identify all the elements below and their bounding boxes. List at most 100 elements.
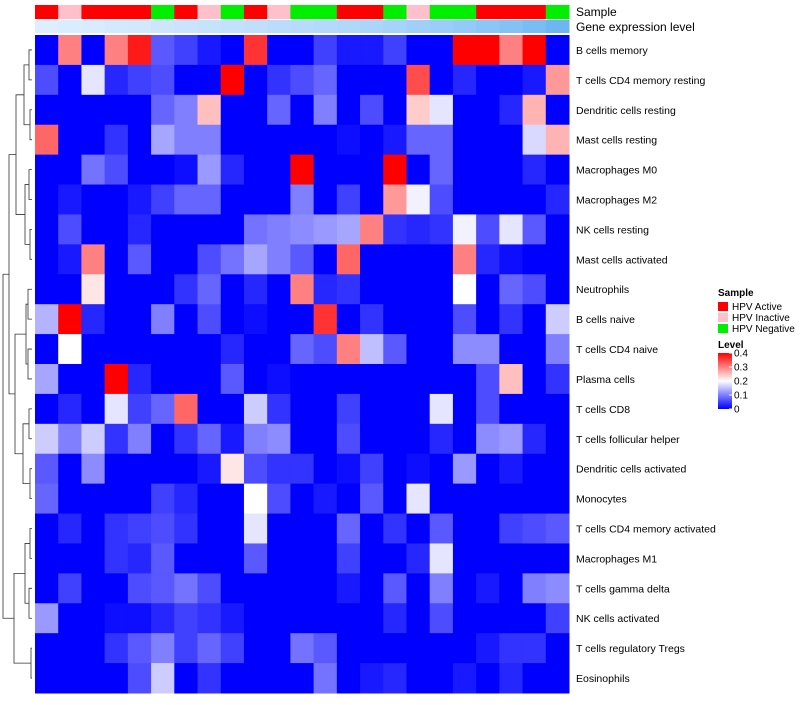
heatmap-cell xyxy=(151,184,175,215)
heatmap-cell xyxy=(476,214,500,245)
heatmap-cell xyxy=(406,124,431,156)
heatmap-cell xyxy=(545,274,570,305)
heatmap-cell xyxy=(476,35,500,66)
heatmap-cell xyxy=(452,64,477,96)
row-label: Mast cells resting xyxy=(576,135,657,147)
heatmap-cell xyxy=(522,35,547,66)
sample-annotation-cell xyxy=(127,5,152,19)
heatmap-cell xyxy=(58,573,82,604)
dendrogram-branch xyxy=(29,109,32,141)
heatmap-cell xyxy=(58,483,82,515)
heatmap-cell xyxy=(35,124,59,156)
heatmap-cell xyxy=(58,663,82,694)
heatmap-cell xyxy=(104,64,129,96)
heatmap-cell xyxy=(81,603,106,634)
heatmap-cell xyxy=(197,304,222,335)
heatmap-cell xyxy=(499,244,524,275)
legend-color-bar xyxy=(718,353,732,409)
heatmap-cell xyxy=(35,154,59,186)
heatmap-cell xyxy=(290,513,315,544)
heatmap-cell xyxy=(81,124,106,156)
heatmap-cell xyxy=(127,64,152,96)
heatmap-cell xyxy=(336,483,361,515)
heatmap-cell xyxy=(452,393,477,425)
heatmap-cell xyxy=(499,214,524,245)
heatmap-cell xyxy=(360,244,384,275)
heatmap-cell xyxy=(545,184,570,215)
expression-annotation-cell xyxy=(476,20,500,33)
heatmap-cell xyxy=(81,483,106,515)
heatmap-cell xyxy=(104,94,129,126)
heatmap-cell xyxy=(220,663,245,694)
heatmap-cell xyxy=(35,94,59,126)
heatmap-cell xyxy=(429,603,454,634)
heatmap-cell xyxy=(476,603,500,634)
heatmap-cell xyxy=(197,453,222,485)
heatmap-cell xyxy=(81,453,106,485)
row-label: T cells CD4 naive xyxy=(576,344,658,356)
heatmap-cell xyxy=(336,334,361,365)
heatmap-cell xyxy=(476,184,500,215)
sample-annotation-cell xyxy=(499,5,524,19)
heatmap-cell xyxy=(452,453,477,485)
sample-annotation-cell xyxy=(522,5,547,19)
expression-annotation-cell xyxy=(267,20,291,33)
row-label: Plasma cells xyxy=(576,374,635,386)
heatmap-cell xyxy=(267,214,291,245)
expression-annotation-cell xyxy=(127,20,152,33)
heatmap-cell xyxy=(545,573,570,604)
dendrogram-branch xyxy=(2,273,14,619)
heatmap-cell xyxy=(58,543,82,574)
row-label: Dendritic cells activated xyxy=(576,464,686,476)
heatmap-cell xyxy=(104,35,129,66)
heatmap-cell xyxy=(452,274,477,305)
row-label: B cells naive xyxy=(576,314,635,326)
heatmap-cell xyxy=(267,274,291,305)
heatmap-cell xyxy=(174,543,199,574)
heatmap-cell xyxy=(383,573,407,604)
heatmap-cell xyxy=(522,304,547,335)
heatmap-cell xyxy=(360,513,384,544)
row-label: NK cells activated xyxy=(576,613,660,625)
heatmap-cell xyxy=(383,64,407,96)
heatmap-cell xyxy=(406,304,431,335)
heatmap-cell xyxy=(522,64,547,96)
heatmap-cell xyxy=(174,94,199,126)
legend-item-label: HPV Negative xyxy=(732,324,795,335)
heatmap-cell xyxy=(522,663,547,694)
heatmap-cell xyxy=(406,214,431,245)
heatmap-cell xyxy=(476,543,500,574)
heatmap-cell xyxy=(336,453,361,485)
expression-annotation-cell xyxy=(35,20,59,33)
heatmap-cell xyxy=(336,364,361,395)
column-annotations xyxy=(35,5,570,33)
heatmap-cell xyxy=(522,483,547,515)
heatmap-cell xyxy=(406,543,431,574)
heatmap-cell xyxy=(220,304,245,335)
row-label: B cells memory xyxy=(576,45,649,57)
heatmap-cell xyxy=(127,274,152,305)
heatmap-cell xyxy=(104,274,129,305)
heatmap-cell xyxy=(429,214,454,245)
heatmap-cell xyxy=(243,393,268,425)
heatmap-cell xyxy=(499,274,524,305)
heatmap-cell xyxy=(127,483,152,515)
heatmap-cell xyxy=(243,423,268,455)
heatmap-cell xyxy=(174,453,199,485)
heatmap-cell xyxy=(290,393,315,425)
heatmap-cell xyxy=(406,244,431,275)
heatmap-cell xyxy=(35,364,59,395)
heatmap-cell xyxy=(290,453,315,485)
heatmap-cell xyxy=(104,304,129,335)
heatmap-cell xyxy=(174,184,199,215)
heatmap-cell xyxy=(452,214,477,245)
heatmap-cell xyxy=(104,483,129,515)
heatmap-cell xyxy=(545,483,570,515)
heatmap-cell xyxy=(174,64,199,96)
heatmap-cell xyxy=(104,334,129,365)
heatmap-cell xyxy=(58,334,82,365)
heatmap-cell xyxy=(313,334,338,365)
heatmap-cell xyxy=(174,35,199,66)
heatmap-cell xyxy=(522,513,547,544)
legend-swatch xyxy=(718,302,728,311)
